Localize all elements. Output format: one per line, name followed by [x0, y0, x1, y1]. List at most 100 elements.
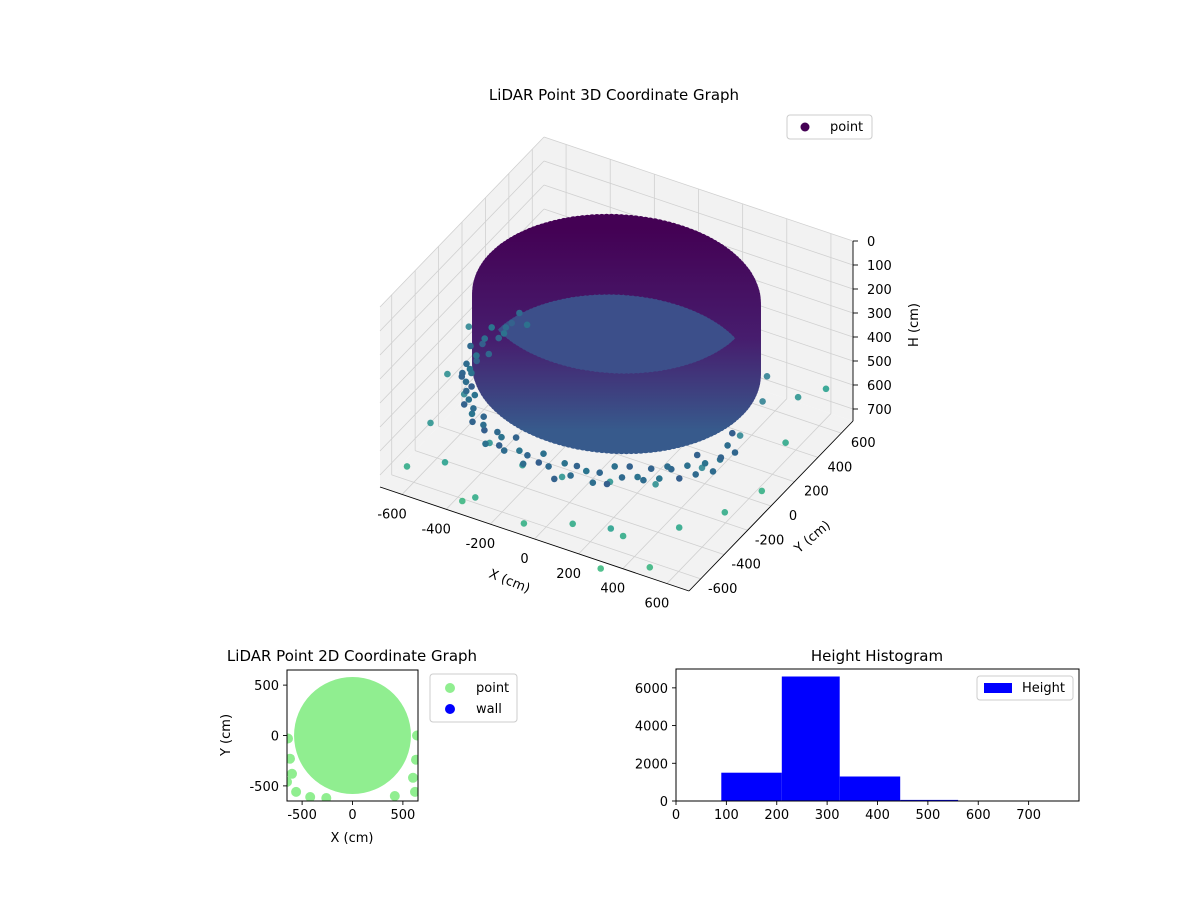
chart-3d-base-point [545, 463, 552, 470]
chart-3d-scatter-point [558, 473, 566, 481]
chart-3d-base-point [460, 401, 468, 408]
chart-3d-base-point [500, 447, 508, 454]
chart-3d-y-axis [688, 420, 854, 592]
chart-3d-base-point [468, 369, 475, 377]
chart-2d-outlier-point [287, 753, 295, 764]
chart-3d-scatter-point [607, 525, 615, 532]
chart-2d-ytick-label: -500 [249, 780, 279, 795]
chart-3d-scatter-point [569, 520, 576, 528]
chart-2d-xtick-label: -500 [287, 808, 317, 823]
chart-3d-base-point [512, 434, 520, 441]
chart-2d-outlier-point [408, 772, 418, 783]
chart-3d-base-point [618, 474, 626, 481]
chart-3d-ztick-label: 500 [867, 355, 892, 370]
chart-3d-base-point [500, 330, 508, 337]
chart-2d-outlier-point [287, 733, 293, 744]
chart-3d-ytick-label: 0 [789, 509, 797, 524]
chart-3d-scatter-point [794, 393, 802, 401]
histogram-bars [721, 676, 1077, 802]
chart-3d-base-point [583, 467, 590, 475]
chart-3d-base-point [516, 309, 523, 317]
chart-3d-base-point [470, 405, 477, 412]
chart-3d-ytick-label: -200 [755, 533, 785, 548]
chart-3d-ytick-label: 400 [827, 460, 852, 475]
histogram-ytick-label: 2000 [635, 757, 668, 772]
chart-3d-ztick-label: 0 [867, 235, 875, 250]
chart-3d-base-point [498, 433, 505, 441]
chart-2d-point-cloud [294, 677, 411, 794]
chart-2d-xlabel: X (cm) [331, 831, 374, 846]
histogram-xtick-label: 200 [764, 808, 789, 823]
chart-3d-legend-box [786, 114, 873, 140]
chart-3d-ztick-label: 200 [867, 283, 892, 298]
chart-3d-ztick-label: 600 [867, 379, 892, 394]
chart-2d-outlier-point [411, 754, 418, 765]
chart-3d-scatter-point [652, 481, 659, 488]
chart-2d-legend-wall-label: wall [476, 702, 502, 717]
chart-3d-ytick-label: -600 [708, 582, 738, 597]
histogram-title: Height Histogram [811, 647, 943, 665]
chart-3d-legend-marker [800, 122, 810, 132]
histogram-legend-box [976, 675, 1074, 701]
chart-3d-base-point [573, 462, 581, 470]
chart-3d-base-point [468, 383, 475, 390]
chart-3d-xtick-label: 200 [556, 567, 581, 582]
chart-2d-outlier-point [321, 793, 332, 801]
chart-3d-ylabel: Y (cm) [791, 518, 834, 557]
chart-3d-base-point [640, 476, 647, 484]
chart-3d-back-grid-h [543, 136, 854, 242]
chart-3d-base-point [656, 475, 663, 482]
chart-2d-ylabel: Y (cm) [219, 714, 234, 757]
chart-2d-legend-point-label: point [476, 681, 509, 696]
chart-3d-floor-grid-y [391, 474, 701, 580]
histogram-bar [839, 776, 901, 801]
chart-3d-base-point [684, 462, 691, 470]
chart-3d-ztick-label: 100 [867, 259, 892, 274]
chart-3d-base-point [467, 342, 474, 350]
chart-3d-scatter-point [758, 487, 766, 495]
chart-3d-title: LiDAR Point 3D Coordinate Graph [489, 86, 739, 104]
chart-3d-base-point [647, 465, 655, 473]
histogram-xtick-label: 0 [672, 808, 680, 823]
chart-3d-base-point [516, 447, 523, 455]
histogram-xtick-label: 400 [865, 808, 890, 823]
chart-3d-base-point [676, 475, 683, 482]
chart-3d-points [403, 213, 830, 572]
chart-3d-tick-labels: -600 -400 -200 0 200 400 600 -600 -400 -200 0 200 40… [377, 235, 892, 612]
histogram-ytick-label: 0 [660, 795, 668, 810]
chart-3d-base-point [540, 450, 547, 458]
chart-2d-ticks: -500 0 500 -500 0 500 [249, 679, 415, 823]
chart-3d-left-grid-h [379, 184, 545, 356]
chart-2d-legend: point wall [429, 673, 518, 723]
histogram-legend-swatch [984, 683, 1012, 693]
chart-3d-scatter-point [520, 520, 528, 527]
chart-3d-ztick-label: 300 [867, 307, 892, 322]
chart-3d-back-grid-h [543, 160, 854, 266]
chart-3d-scatter-point [444, 370, 451, 378]
chart-3d-base-point [731, 449, 739, 456]
histogram-ticks: 0 100 200 300 400 500 600 700 0 2000 4000 6000 [635, 682, 1041, 823]
chart-3d-base-point [479, 340, 486, 348]
chart-2d-xtick-label: 500 [390, 808, 415, 823]
chart-2d-outlier-point [287, 768, 297, 779]
chart-3d-x-axis [379, 486, 690, 592]
chart-3d-left-grid-h [379, 136, 545, 308]
chart-3d-scatter-point [427, 419, 434, 427]
chart-3d-base-point [535, 459, 543, 466]
chart-3d-scatter-point [822, 385, 830, 393]
chart-3d-ztick-label: 400 [867, 331, 892, 346]
histogram-bar [781, 676, 840, 801]
chart-3d-base-point [603, 480, 611, 488]
chart-3d-base-point [495, 442, 503, 449]
chart-3d-scatter-point [721, 509, 729, 516]
histogram-legend: Height [976, 675, 1074, 701]
chart-3d-base-point [724, 442, 731, 449]
chart-3d-base-point [634, 473, 641, 481]
chart-3d-base-point [480, 421, 487, 429]
chart-3d-base-point [692, 471, 699, 478]
chart-3d-ytick-label: -400 [731, 558, 761, 573]
chart-3d-scatter-point [736, 432, 744, 439]
chart-3d-base-point [664, 463, 671, 470]
chart-3d-base-point [519, 460, 527, 468]
chart-3d-base-point [523, 321, 531, 329]
